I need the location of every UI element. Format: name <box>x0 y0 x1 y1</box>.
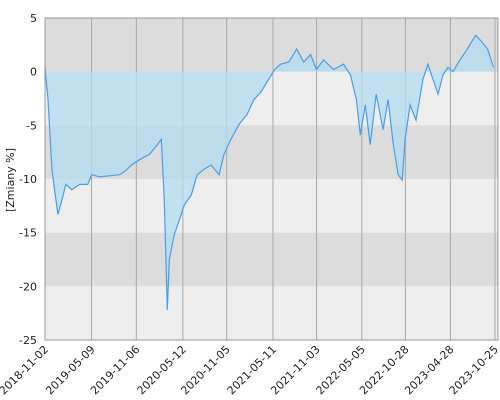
plot-band <box>45 286 498 340</box>
y-tick-label: -15 <box>19 227 37 240</box>
plot-band <box>45 179 498 233</box>
plot-band <box>45 18 498 72</box>
y-tick-label: 5 <box>30 12 37 25</box>
y-tick-label: -25 <box>19 334 37 347</box>
y-axis-label: [Zmiany %] <box>4 148 17 212</box>
y-tick-label: -10 <box>19 173 37 186</box>
line <box>44 34 495 310</box>
y-tick-label: -20 <box>19 280 37 293</box>
y-tick-label: 0 <box>30 66 37 79</box>
area <box>45 35 494 310</box>
plot-band <box>45 232 498 287</box>
plot-frame <box>44 17 499 341</box>
y-tick-label: -5 <box>26 119 37 132</box>
